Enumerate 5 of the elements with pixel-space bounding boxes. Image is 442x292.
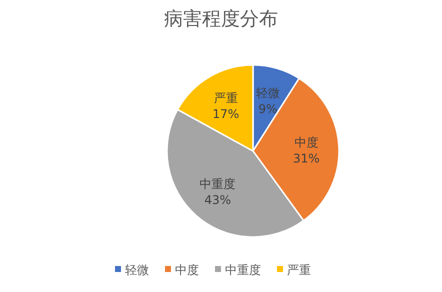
legend-label: 轻微	[125, 263, 149, 277]
chart-title: 病害程度分布	[164, 8, 278, 30]
legend-label: 严重	[287, 263, 311, 277]
legend-label: 中重度	[225, 263, 261, 277]
legend-label: 中度	[175, 263, 199, 277]
